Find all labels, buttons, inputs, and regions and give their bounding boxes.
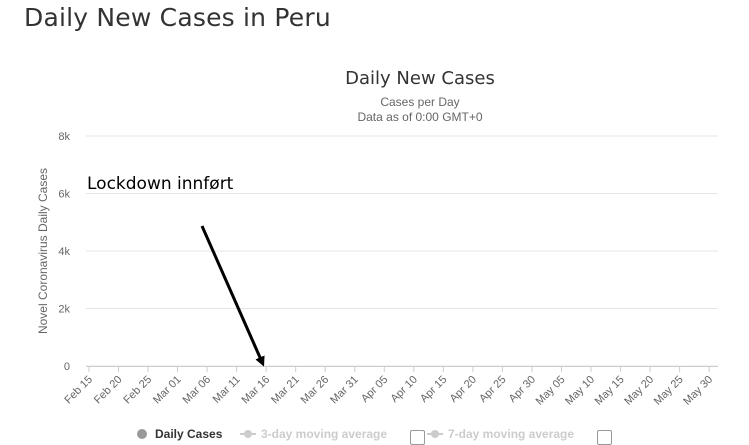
x-tick-label: Apr 05: [359, 374, 390, 405]
x-tick-label: Apr 30: [507, 374, 538, 405]
chart-subtitle: Cases per Day: [380, 95, 460, 109]
x-tick-label: Mar 11: [211, 374, 243, 406]
toggle-3-day-checkbox[interactable]: [410, 430, 425, 445]
legend-line-icon: [427, 430, 443, 438]
x-tick-label: May 20: [622, 374, 656, 408]
x-tick-label: May 25: [652, 374, 686, 408]
lockdown-annotation: Lockdown innført: [87, 174, 234, 194]
legend-line-icon: [240, 430, 256, 438]
x-tick-label: Mar 16: [240, 374, 273, 407]
x-tick-label: Apr 15: [418, 374, 449, 405]
toggle-7-day-checkbox[interactable]: [597, 430, 612, 445]
legend-label: 7-day moving average: [448, 427, 575, 441]
x-tick-label: Feb 25: [121, 374, 154, 407]
legend-item-3-day-average[interactable]: 3-day moving average: [240, 424, 387, 444]
x-tick-label: Mar 21: [269, 374, 302, 407]
x-tick-label: Apr 25: [477, 374, 508, 405]
y-tick-label: 2k: [58, 304, 70, 316]
annotation-arrow: [200, 225, 265, 367]
legend-item-7-day-average[interactable]: 7-day moving average: [427, 424, 574, 444]
grid-lines: [86, 135, 718, 367]
y-axis-label: Novel Coronavirus Daily Cases: [36, 168, 50, 334]
y-tick-label: 8k: [58, 131, 70, 143]
chart-title: Daily New Cases: [345, 68, 495, 89]
legend-item-daily-cases[interactable]: Daily Cases: [137, 424, 222, 444]
x-tick-label: Feb 15: [62, 374, 95, 407]
axes: 0 2k 4k 6k 8k Novel Coronavirus Daily Cases Fe…: [36, 131, 718, 408]
x-tick-label: May 15: [593, 374, 627, 408]
y-tick-label: 4k: [58, 246, 70, 258]
page-title: Daily New Cases in Peru: [24, 3, 331, 32]
y-tick-label: 0: [64, 361, 70, 373]
x-tick-label: May 10: [563, 374, 597, 408]
legend-label: 3-day moving average: [261, 427, 388, 441]
x-tick-label: Apr 10: [389, 374, 420, 405]
x-tick-label: Mar 26: [299, 374, 332, 407]
chart-data-date: Data as of 0:00 GMT+0: [357, 110, 483, 124]
x-tick-label: Mar 06: [181, 374, 214, 407]
legend-label: Daily Cases: [155, 427, 223, 441]
chart-legend: Daily Cases 3-day moving average 7-day m…: [0, 424, 749, 445]
x-tick-label: Mar 31: [328, 374, 361, 407]
x-tick-label: Feb 20: [92, 374, 125, 407]
x-tick-label: Mar 01: [151, 374, 184, 407]
x-tick-label: May 05: [534, 374, 568, 408]
y-tick-label: 6k: [58, 189, 70, 201]
x-tick-label: May 30: [681, 374, 715, 408]
legend-dot-icon: [137, 429, 147, 439]
x-tick-label: Apr 20: [448, 374, 479, 405]
